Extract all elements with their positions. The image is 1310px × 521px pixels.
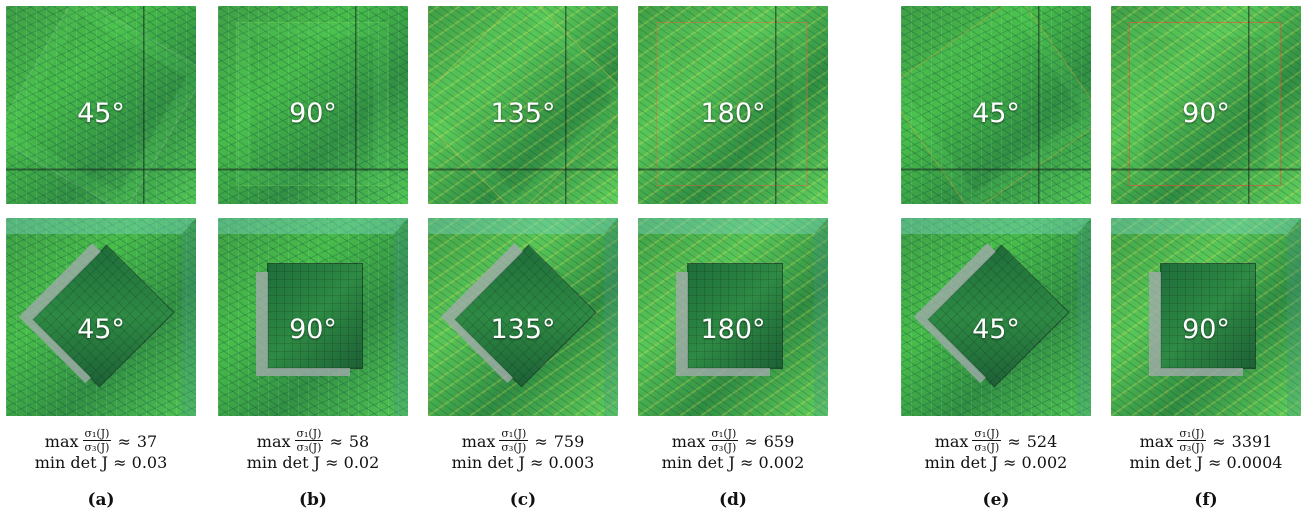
- max-prefix: max: [1139, 431, 1174, 451]
- bottom-mesh-image: 90°: [1111, 218, 1301, 416]
- singular-value-ratio: σ₁(J) σ₃(J): [709, 427, 739, 454]
- top-mesh-image: 90°: [218, 6, 408, 204]
- singular-value-ratio: σ₁(J) σ₃(J): [1177, 427, 1207, 454]
- max-value: 37: [136, 431, 158, 451]
- bottom-mesh-image: 90°: [218, 218, 408, 416]
- top-mesh-image: 90°: [1111, 6, 1301, 204]
- max-ratio-caption: max σ₁(J) σ₃(J) ≈ 37: [2, 427, 200, 454]
- ratio-denominator: σ₃(J): [711, 441, 737, 454]
- bottom-mesh-image: 135°: [428, 218, 618, 416]
- max-prefix: max: [934, 431, 969, 451]
- singular-value-ratio: σ₁(J) σ₃(J): [499, 427, 529, 454]
- ratio-denominator: σ₃(J): [974, 441, 1000, 454]
- bottom-mesh-image: 180°: [638, 218, 828, 416]
- bottom-rotation-label: 180°: [700, 314, 766, 345]
- panel-label: (e): [982, 490, 1010, 510]
- bottom-rotation-label: 45°: [972, 314, 1020, 345]
- ratio-numerator: σ₁(J): [1177, 427, 1207, 441]
- max-ratio-caption: max σ₁(J) σ₃(J) ≈ 3391: [1107, 427, 1305, 454]
- bottom-mesh-image: 45°: [6, 218, 196, 416]
- max-ratio-caption: max σ₁(J) σ₃(J) ≈ 58: [214, 427, 412, 454]
- top-rotation-label: 45°: [77, 98, 125, 129]
- approx-symbol: ≈: [744, 431, 758, 451]
- max-ratio-caption: max σ₁(J) σ₃(J) ≈ 524: [897, 427, 1095, 454]
- top-mesh-image: 45°: [901, 6, 1091, 204]
- approx-symbol: ≈: [534, 431, 548, 451]
- approx-symbol: ≈: [117, 431, 131, 451]
- top-rotation-label: 135°: [490, 98, 556, 129]
- top-mesh-image: 45°: [6, 6, 196, 204]
- bottom-rotation-label: 45°: [77, 314, 125, 345]
- panel-label: (d): [719, 490, 747, 510]
- approx-symbol: ≈: [1007, 431, 1021, 451]
- ratio-numerator: σ₁(J): [294, 427, 324, 441]
- min-det-caption: min det J ≈ 0.003: [451, 453, 595, 472]
- ratio-numerator: σ₁(J): [82, 427, 112, 441]
- singular-value-ratio: σ₁(J) σ₃(J): [294, 427, 324, 454]
- panel-f: 90° 90° max σ₁(J) σ₃(J) ≈ 3391 min det J…: [1107, 0, 1305, 521]
- top-rotation-label: 180°: [700, 98, 766, 129]
- panel-label: (a): [87, 490, 115, 510]
- top-mesh-image: 180°: [638, 6, 828, 204]
- top-mesh-image: 135°: [428, 6, 618, 204]
- bottom-mesh-image: 45°: [901, 218, 1091, 416]
- min-det-caption: min det J ≈ 0.03: [34, 453, 168, 472]
- singular-value-ratio: σ₁(J) σ₃(J): [972, 427, 1002, 454]
- min-det-caption: min det J ≈ 0.02: [246, 453, 380, 472]
- bottom-rotation-label: 90°: [1182, 314, 1230, 345]
- ratio-denominator: σ₃(J): [84, 441, 110, 454]
- panel-b: 90° 90° max σ₁(J) σ₃(J) ≈ 58 min det J ≈…: [214, 0, 412, 521]
- ratio-denominator: σ₃(J): [1179, 441, 1205, 454]
- min-det-caption: min det J ≈ 0.002: [661, 453, 805, 472]
- ratio-denominator: σ₃(J): [501, 441, 527, 454]
- max-ratio-caption: max σ₁(J) σ₃(J) ≈ 759: [424, 427, 622, 454]
- panel-label: (c): [509, 490, 537, 510]
- ratio-numerator: σ₁(J): [709, 427, 739, 441]
- max-value: 524: [1026, 431, 1058, 451]
- top-rotation-label: 90°: [289, 98, 337, 129]
- max-value: 659: [763, 431, 795, 451]
- approx-symbol: ≈: [1212, 431, 1226, 451]
- max-prefix: max: [44, 431, 79, 451]
- max-value: 3391: [1231, 431, 1273, 451]
- singular-value-ratio: σ₁(J) σ₃(J): [82, 427, 112, 454]
- top-rotation-label: 90°: [1182, 98, 1230, 129]
- ratio-numerator: σ₁(J): [972, 427, 1002, 441]
- panel-label: (b): [299, 490, 327, 510]
- min-det-caption: min det J ≈ 0.002: [924, 453, 1068, 472]
- bottom-rotation-label: 135°: [490, 314, 556, 345]
- bottom-rotation-label: 90°: [289, 314, 337, 345]
- panel-e: 45° 45° max σ₁(J) σ₃(J) ≈ 524 min det J …: [897, 0, 1095, 521]
- min-det-caption: min det J ≈ 0.0004: [1129, 453, 1283, 472]
- max-prefix: max: [461, 431, 496, 451]
- max-prefix: max: [256, 431, 291, 451]
- approx-symbol: ≈: [329, 431, 343, 451]
- max-value: 58: [348, 431, 370, 451]
- max-value: 759: [553, 431, 585, 451]
- max-ratio-caption: max σ₁(J) σ₃(J) ≈ 659: [634, 427, 832, 454]
- panel-c: 135° 135° max σ₁(J) σ₃(J) ≈ 759 min det …: [424, 0, 622, 521]
- max-prefix: max: [671, 431, 706, 451]
- ratio-numerator: σ₁(J): [499, 427, 529, 441]
- top-rotation-label: 45°: [972, 98, 1020, 129]
- ratio-denominator: σ₃(J): [296, 441, 322, 454]
- panel-label: (f): [1194, 490, 1218, 510]
- panel-d: 180° 180° max σ₁(J) σ₃(J) ≈ 659 min det …: [634, 0, 832, 521]
- panel-a: 45° 45° max σ₁(J) σ₃(J) ≈ 37 min det J ≈…: [2, 0, 200, 521]
